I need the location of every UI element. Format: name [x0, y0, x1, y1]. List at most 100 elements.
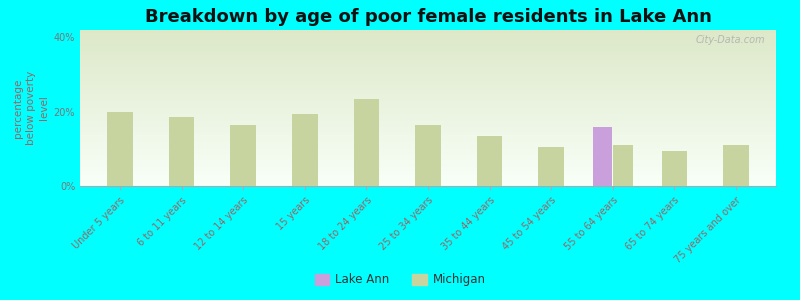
Bar	[662, 151, 687, 186]
Bar	[80, 181, 776, 182]
Bar	[80, 148, 776, 149]
Bar	[80, 133, 776, 134]
Bar	[80, 157, 776, 158]
Bar	[80, 143, 776, 144]
Bar	[80, 176, 776, 177]
Bar	[80, 85, 776, 86]
Bar	[80, 73, 776, 74]
Bar	[80, 171, 776, 172]
Bar	[80, 32, 776, 33]
Bar	[80, 98, 776, 99]
Bar	[80, 64, 776, 65]
Bar	[80, 158, 776, 159]
Bar	[80, 69, 776, 70]
Bar	[80, 105, 776, 106]
Bar	[80, 53, 776, 54]
Bar	[80, 82, 776, 83]
Bar	[80, 121, 776, 122]
Bar	[80, 38, 776, 39]
Bar	[80, 152, 776, 153]
Bar	[80, 86, 776, 87]
Bar	[80, 100, 776, 101]
Y-axis label: percentage
below poverty
level: percentage below poverty level	[13, 71, 50, 145]
Bar	[80, 111, 776, 112]
Bar	[80, 137, 776, 138]
Bar	[80, 36, 776, 37]
Bar	[613, 145, 633, 186]
Bar	[415, 125, 441, 186]
Bar	[80, 90, 776, 91]
Bar	[80, 155, 776, 156]
Bar	[80, 141, 776, 142]
Bar	[80, 147, 776, 148]
Bar	[80, 135, 776, 136]
Bar	[80, 161, 776, 162]
Bar	[80, 33, 776, 34]
Bar	[80, 60, 776, 61]
Bar	[80, 146, 776, 147]
Bar	[80, 127, 776, 128]
Bar	[80, 42, 776, 43]
Bar	[80, 149, 776, 150]
Bar	[80, 83, 776, 84]
Bar	[80, 120, 776, 121]
Bar	[80, 72, 776, 73]
Bar	[80, 74, 776, 75]
Bar	[80, 183, 776, 184]
Bar	[80, 51, 776, 52]
Bar	[80, 35, 776, 36]
Bar	[80, 88, 776, 89]
Bar	[538, 147, 564, 186]
Bar	[80, 95, 776, 96]
Bar	[80, 172, 776, 173]
Bar	[354, 99, 379, 186]
Bar	[80, 162, 776, 163]
Bar	[80, 178, 776, 179]
Bar	[80, 163, 776, 164]
Bar	[80, 106, 776, 107]
Bar	[80, 96, 776, 97]
Bar	[80, 151, 776, 152]
Bar	[80, 185, 776, 186]
Bar	[80, 31, 776, 32]
Bar	[80, 182, 776, 183]
Bar	[80, 136, 776, 137]
Bar	[80, 46, 776, 47]
Bar	[723, 145, 749, 186]
Bar	[80, 168, 776, 169]
Bar	[80, 65, 776, 66]
Bar	[80, 165, 776, 166]
Bar	[80, 114, 776, 115]
Bar	[80, 45, 776, 46]
Bar	[80, 80, 776, 81]
Bar	[80, 125, 776, 126]
Bar	[80, 131, 776, 132]
Bar	[80, 124, 776, 125]
Bar	[80, 153, 776, 154]
Bar	[80, 47, 776, 48]
Bar	[80, 92, 776, 93]
Bar	[80, 108, 776, 109]
Bar	[80, 99, 776, 100]
Bar	[80, 66, 776, 67]
Bar	[80, 94, 776, 95]
Bar	[593, 127, 612, 186]
Bar	[80, 132, 776, 133]
Bar	[80, 122, 776, 123]
Bar	[80, 128, 776, 129]
Bar	[80, 57, 776, 58]
Bar	[80, 62, 776, 63]
Bar	[80, 87, 776, 88]
Bar	[80, 179, 776, 180]
Bar	[80, 44, 776, 45]
Bar	[80, 115, 776, 116]
Bar	[80, 175, 776, 176]
Bar	[80, 110, 776, 111]
Bar	[80, 173, 776, 174]
Bar	[107, 112, 133, 186]
Bar	[80, 102, 776, 103]
Bar	[80, 180, 776, 181]
Bar	[80, 118, 776, 119]
Bar	[80, 37, 776, 38]
Bar	[80, 177, 776, 178]
